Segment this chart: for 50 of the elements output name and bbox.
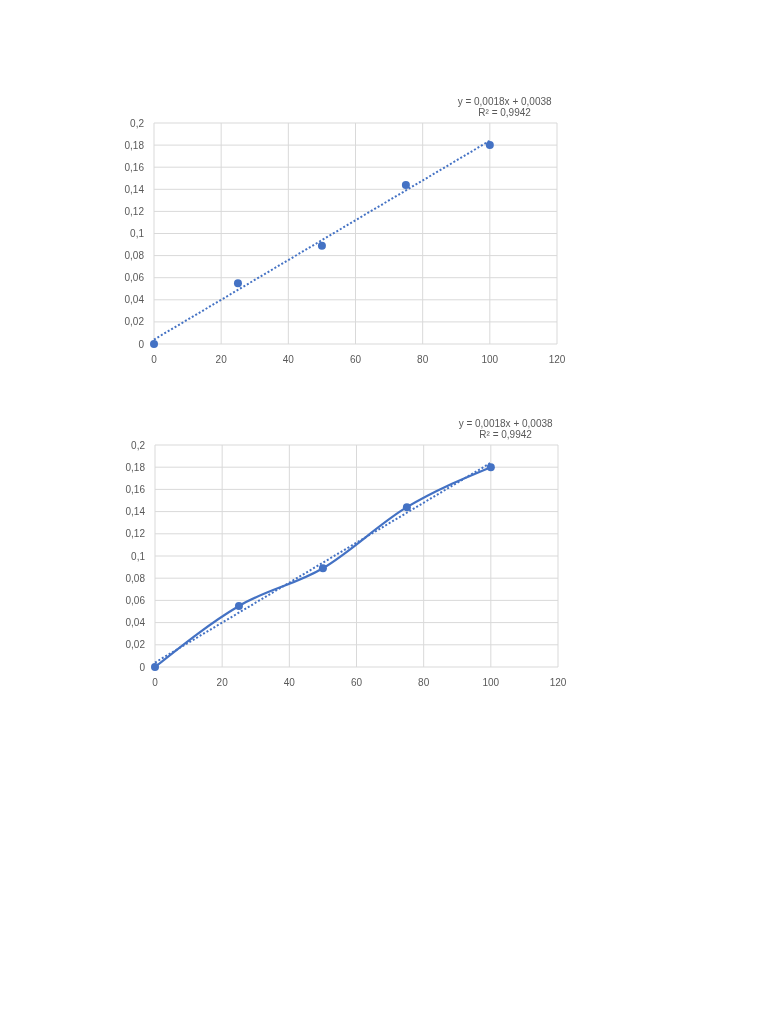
- y-tick-label: 0,1: [130, 228, 145, 239]
- text: y = 0,0018x + 0,0038: [457, 96, 553, 107]
- x-tick-label: 20: [216, 676, 229, 688]
- x-tick-label: 0: [152, 676, 159, 688]
- point: [150, 340, 158, 348]
- point: [234, 601, 243, 610]
- x-tick-label: 20: [215, 353, 228, 365]
- y-tick-label: 0,16: [124, 161, 145, 173]
- y-tick-label: 0,14: [125, 506, 146, 518]
- x-tick-label: 120: [548, 353, 566, 365]
- x-tick-label: 60: [350, 676, 363, 688]
- point: [317, 241, 326, 250]
- x-tick-label: 100: [482, 676, 500, 688]
- y-tick-label: 0,2: [130, 117, 145, 129]
- text: R² = 0,9942: [479, 429, 533, 440]
- point: [151, 663, 159, 671]
- point: [233, 279, 242, 288]
- text: y = 0,0018x + 0,0038: [458, 418, 554, 429]
- y-tick-label: 0,14: [124, 183, 145, 195]
- y-tick-label: 0,12: [124, 205, 145, 217]
- y-tick-label: 0,18: [124, 139, 145, 151]
- y-tick-label: 0,04: [124, 294, 145, 306]
- point: [486, 463, 495, 472]
- y-tick-label: 0: [138, 338, 145, 350]
- y-tick-label: 0,1: [131, 550, 146, 562]
- y-tick-label: 0,02: [124, 316, 145, 328]
- text: R² = 0,9942: [478, 107, 532, 118]
- y-tick-label: 0,06: [125, 594, 146, 606]
- y-tick-label: 0: [139, 661, 146, 673]
- x-tick-label: 80: [417, 353, 429, 365]
- point: [402, 503, 411, 512]
- x-tick-label: 0: [151, 353, 158, 365]
- y-tick-label: 0,08: [125, 572, 146, 584]
- x-tick-label: 40: [283, 676, 296, 688]
- y-tick-label: 0,04: [125, 617, 146, 629]
- point: [318, 564, 327, 573]
- x-tick-label: 40: [282, 353, 295, 365]
- y-tick-label: 0,2: [131, 439, 146, 451]
- point: [485, 141, 494, 150]
- y-tick-label: 0,12: [125, 528, 146, 540]
- x-tick-label: 100: [481, 353, 499, 365]
- y-tick-label: 0,06: [124, 272, 145, 284]
- y-tick-label: 0,18: [125, 461, 146, 473]
- point: [401, 180, 410, 189]
- y-tick-label: 0,08: [124, 250, 145, 262]
- x-tick-label: 60: [349, 353, 362, 365]
- x-tick-label: 80: [418, 676, 430, 688]
- y-tick-label: 0,16: [125, 483, 146, 495]
- y-tick-label: 0,02: [125, 639, 146, 651]
- x-tick-label: 120: [549, 676, 567, 688]
